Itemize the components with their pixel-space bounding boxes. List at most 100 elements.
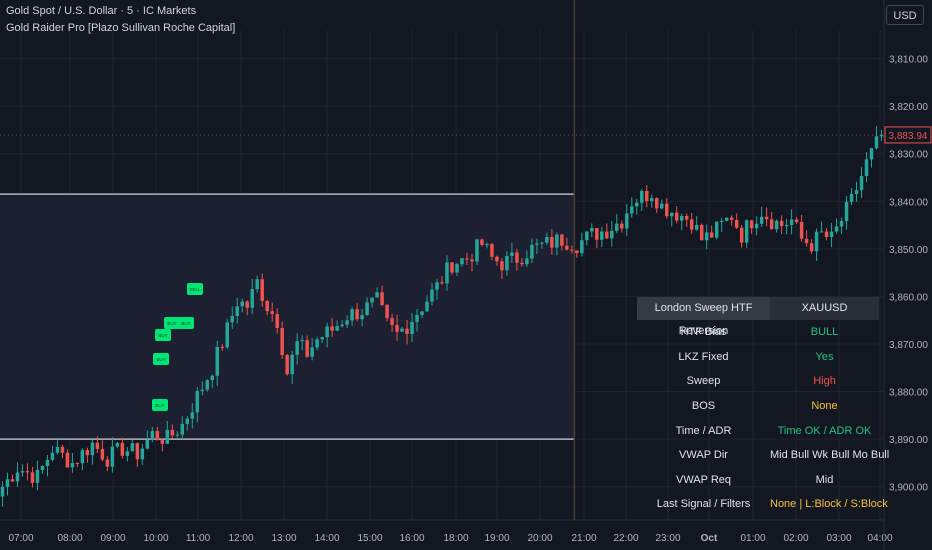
time-axis-label: 08:00 xyxy=(57,533,82,544)
candle xyxy=(180,423,185,435)
indicator-title[interactable]: Gold Raider Pro [Plazo Sullivan Roche Ca… xyxy=(6,22,236,34)
candle xyxy=(864,159,869,176)
candle xyxy=(345,320,349,325)
candle xyxy=(450,262,454,273)
panel-value: None xyxy=(811,400,838,413)
candle xyxy=(275,314,279,328)
candle xyxy=(410,321,414,335)
time-axis-label: 22:00 xyxy=(613,533,638,544)
candle xyxy=(340,324,344,327)
signal-marker-label: BUY xyxy=(156,357,165,362)
candle xyxy=(165,429,170,444)
time-axis-label: 21:00 xyxy=(571,533,596,544)
candle xyxy=(605,231,609,239)
candle xyxy=(360,315,364,320)
candle xyxy=(859,175,864,191)
candle xyxy=(854,190,859,194)
time-axis-label: 04:00 xyxy=(867,533,892,544)
candle xyxy=(819,231,824,233)
candle xyxy=(265,300,269,312)
candle xyxy=(764,216,769,220)
candle xyxy=(470,259,474,262)
candle xyxy=(879,134,884,137)
candle xyxy=(435,282,439,290)
candle xyxy=(120,442,125,456)
candle xyxy=(794,219,799,223)
candle xyxy=(60,446,65,453)
price-axis-label: 3,810.00 xyxy=(889,55,928,66)
candle xyxy=(350,309,354,321)
panel-row-vwap-dir: VWAP Dir Mid Bull Wk Bull Mo Bull xyxy=(637,443,889,468)
candle xyxy=(804,238,809,244)
strategy-info-panel: London Sweep HTF Reversion XAUUSD HTF Bi… xyxy=(637,297,889,517)
candle xyxy=(560,234,564,246)
candle xyxy=(280,327,284,355)
time-axis-label: 15:00 xyxy=(357,533,382,544)
candle xyxy=(45,459,50,466)
candle xyxy=(799,222,804,239)
time-axis-label: 03:00 xyxy=(826,533,851,544)
panel-row-sweep: Sweep High xyxy=(637,369,879,394)
signal-marker[interactable] xyxy=(164,317,180,329)
price-axis-label: 3,860.00 xyxy=(889,292,928,303)
candle xyxy=(355,309,359,320)
signal-marker[interactable] xyxy=(178,317,194,329)
candle xyxy=(15,472,20,482)
candle xyxy=(495,256,499,262)
candle xyxy=(824,231,829,237)
price-axis-label: 3,830.00 xyxy=(889,150,928,161)
candle xyxy=(150,431,155,440)
candle xyxy=(135,443,140,460)
candle xyxy=(385,304,389,319)
candle xyxy=(380,292,384,305)
panel-row-vwap-req: VWAP Req Mid xyxy=(637,468,879,493)
candle xyxy=(240,301,244,307)
panel-key: BOS xyxy=(691,400,716,413)
candle xyxy=(689,219,694,230)
candle xyxy=(570,249,574,251)
candle xyxy=(844,201,849,222)
panel-value: Yes xyxy=(815,350,834,363)
candle xyxy=(175,434,180,436)
signal-marker-label: SELL xyxy=(189,287,201,292)
candle xyxy=(110,446,115,467)
candle xyxy=(465,258,469,260)
candle xyxy=(440,282,444,284)
candle xyxy=(694,224,699,230)
panel-row-last-signal: Last Signal / Filters None | L:Block / S… xyxy=(637,492,888,517)
candle xyxy=(595,228,599,240)
currency-button[interactable]: USD xyxy=(886,5,924,25)
candle xyxy=(555,234,559,248)
candle xyxy=(260,279,264,301)
panel-symbol: XAUUSD xyxy=(770,297,879,320)
candle xyxy=(100,448,105,460)
panel-value: BULL xyxy=(810,326,839,339)
time-axis-label: 18:00 xyxy=(443,533,468,544)
candle xyxy=(645,190,649,202)
candle xyxy=(0,486,5,497)
signal-marker[interactable] xyxy=(187,283,203,295)
candle xyxy=(285,354,289,375)
candle xyxy=(699,224,704,241)
panel-key: Last Signal / Filters xyxy=(656,498,751,511)
candle xyxy=(155,431,160,441)
candle xyxy=(365,302,369,316)
candle xyxy=(10,479,15,482)
signal-marker[interactable] xyxy=(153,353,169,365)
candle xyxy=(480,239,484,245)
signal-marker-label: BUY xyxy=(181,321,190,326)
candle xyxy=(25,471,30,473)
candle xyxy=(515,252,519,263)
candle xyxy=(540,242,544,244)
candle xyxy=(35,469,40,483)
candle xyxy=(195,391,200,413)
candle xyxy=(759,216,764,224)
price-axis-label: 3,880.00 xyxy=(889,388,928,399)
candle xyxy=(125,451,130,456)
signal-marker[interactable] xyxy=(152,399,168,411)
signal-marker[interactable] xyxy=(155,329,171,341)
candle xyxy=(270,311,274,315)
candle xyxy=(90,442,95,456)
panel-row-lkz-fixed: LKZ Fixed Yes xyxy=(637,345,879,370)
